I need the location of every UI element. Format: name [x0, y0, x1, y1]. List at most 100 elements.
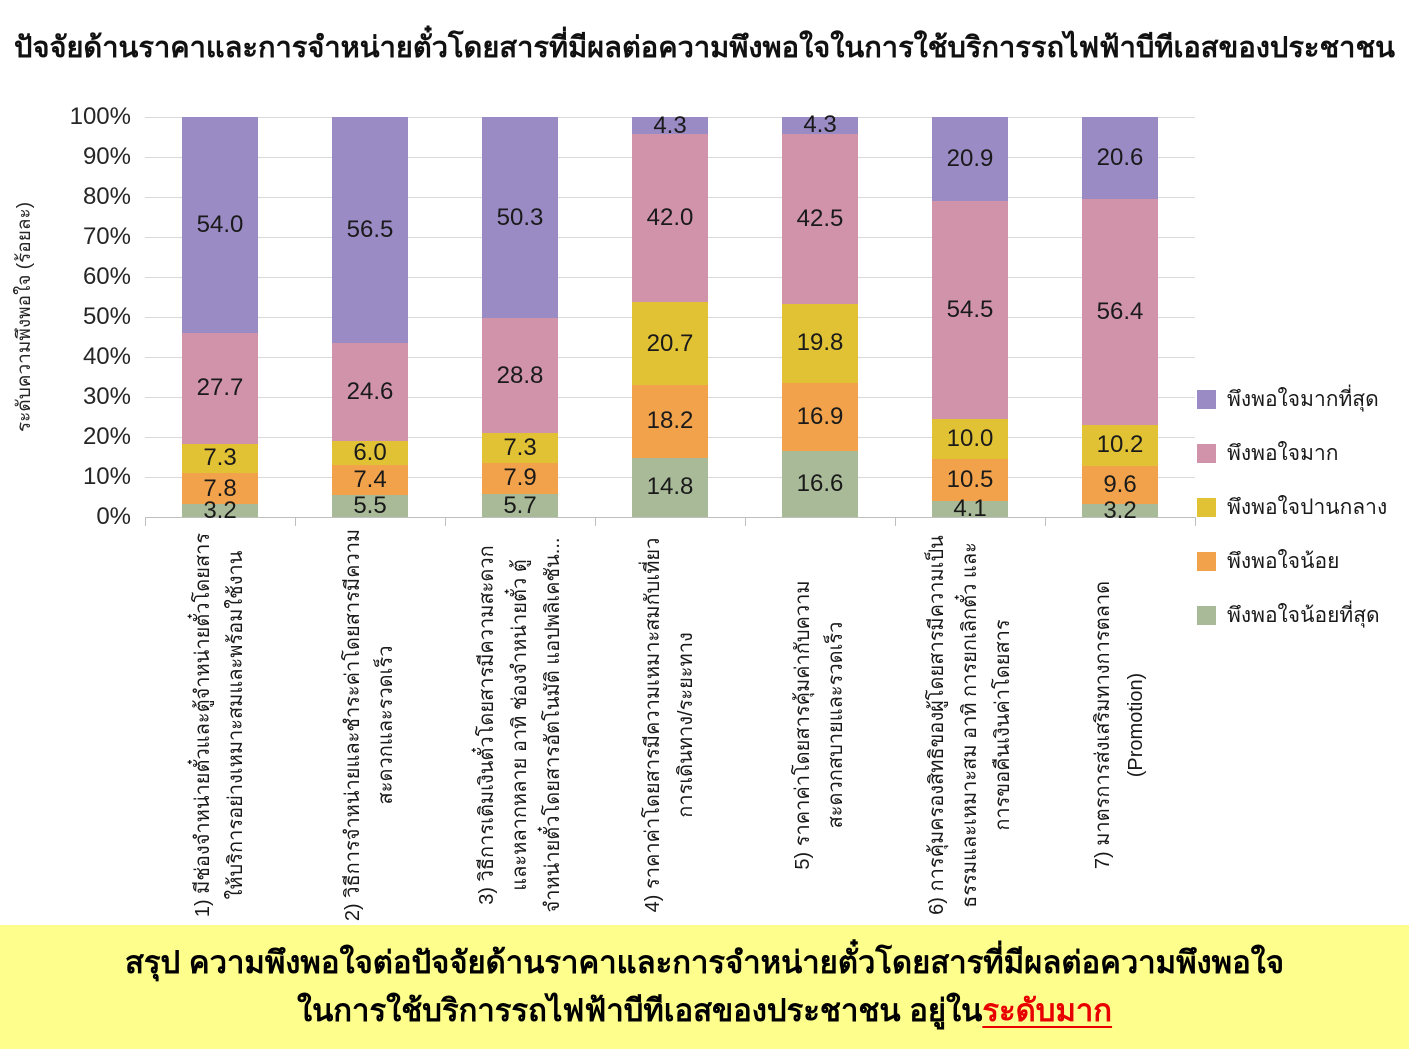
x-axis-tick — [595, 517, 596, 526]
y-axis-title: ระดับความพึงพอใจ (ร้อยละ) — [14, 201, 35, 433]
bar-segment: 5.7 — [482, 491, 558, 519]
legend-item: พึงพอใจมากที่สุด — [1197, 388, 1387, 411]
segment-value-label: 4.3 — [803, 111, 837, 139]
segment-value-label: 27.7 — [196, 374, 244, 402]
segment-value-label: 56.4 — [1096, 298, 1144, 326]
bar-segment: 4.1 — [932, 495, 1008, 522]
plot-area: 100% 90% 80% 70% 60% 50% 40% 30% 20% 10% 0% 3.2 7.8 7… — [70, 103, 1196, 921]
y-tick-label: 80% — [82, 183, 131, 210]
x-category-label-line: จำหน่ายตั๋วโดยสารอัตโนมัติ แอปพลิเคชัน..… — [541, 537, 564, 913]
segment-value-label: 6.0 — [353, 439, 387, 467]
bar-segment: 16.9 — [782, 383, 858, 451]
legend-item: พึงพอใจมาก — [1197, 442, 1387, 465]
x-category-label-line: การขอคืนเงินค่าโดยสาร — [991, 619, 1014, 831]
x-axis-tick — [145, 517, 146, 526]
segment-value-label: 7.4 — [353, 466, 387, 494]
segment-value-label: 5.7 — [503, 491, 537, 519]
y-tick-label: 90% — [82, 143, 131, 170]
x-category-label-line: 1) มีช่องจำหน่ายตั๋วและตู้จำหน่ายตั๋วโดย… — [192, 532, 214, 918]
x-category-label: 6) การคุ้มครองสิทธิของผู้โดยสารมีความเป็… — [895, 525, 1045, 925]
x-axis-tick — [745, 517, 746, 526]
x-category-label-line: และหลากหลาย อาทิ ช่องจำหน่ายตั๋ว ตู้ — [508, 559, 531, 891]
legend-item: พึงพอใจปานกลาง — [1197, 496, 1387, 519]
segment-value-label: 14.8 — [646, 473, 694, 501]
x-category-label: 7) มาตรการส่งเสริมทางการตลาด (Promotion) — [1045, 525, 1195, 925]
segment-value-label: 10.2 — [1096, 431, 1144, 459]
segment-value-label: 5.5 — [353, 492, 387, 519]
x-category-label-line: (Promotion) — [1125, 672, 1147, 778]
y-tick-label: 60% — [82, 263, 131, 290]
x-category-label-line: สะดวกและรวดเร็ว — [375, 645, 397, 805]
legend-label: พึงพอใจมาก — [1227, 442, 1339, 465]
segment-value-label: 54.5 — [946, 295, 994, 323]
bar-segment: 50.3 — [482, 117, 558, 319]
summary-line-2-prefix: ในการใช้บริการรถไฟฟ้าบีทีเอสของประชาชน อ… — [296, 993, 983, 1028]
x-category-label-line: 6) การคุ้มครองสิทธิของผู้โดยสารมีความเป็… — [925, 535, 948, 915]
bar-segment: 4.3 — [632, 112, 708, 139]
chart-title: ปัจจัยด้านราคาและการจำหน่ายตั๋วโดยสารที่… — [14, 32, 1395, 64]
segment-value-label: 10.5 — [946, 465, 994, 493]
summary-highlight: ระดับมาก — [982, 993, 1113, 1028]
x-category-label-line: 7) มาตรการส่งเสริมทางการตลาด — [1092, 580, 1114, 870]
segment-value-label: 10.0 — [946, 424, 994, 452]
bar-segment: 7.3 — [182, 443, 258, 474]
x-axis-line — [145, 517, 1195, 518]
bar-segment: 20.9 — [932, 117, 1008, 201]
x-axis-tick — [895, 517, 896, 526]
segment-value-label: 7.8 — [203, 474, 237, 502]
segment-value-label: 19.8 — [796, 329, 844, 357]
x-category-label-line: 5) ราคาค่าโดยสารคุ้มค่ากับความ — [792, 580, 814, 870]
x-category-label: 2) วิธีการจำหน่ายและชำระค่าโดยสารมีความ ส… — [295, 525, 445, 925]
segment-value-label: 16.9 — [796, 402, 844, 430]
segment-value-label: 20.7 — [646, 329, 694, 357]
y-tick-label: 0% — [96, 503, 131, 530]
y-tick-label: 100% — [69, 103, 131, 130]
bar-segment: 9.6 — [1082, 465, 1158, 505]
bar-5: 16.6 16.9 19.8 42.5 4.3 — [782, 111, 858, 517]
summary-line-2: ในการใช้บริการรถไฟฟ้าบีทีเอสของประชาชน อ… — [297, 993, 1112, 1029]
segment-value-label: 24.6 — [346, 378, 394, 406]
legend-swatch — [1197, 606, 1216, 625]
legend-label: พึงพอใจมากที่สุด — [1227, 388, 1379, 411]
bar-segment: 42.0 — [632, 134, 708, 303]
legend-swatch — [1197, 444, 1216, 463]
x-category-label: 5) ราคาค่าโดยสารคุ้มค่ากับความ สะดวกสบายแ… — [745, 525, 895, 925]
x-category-label-line: 2) วิธีการจำหน่ายและชำระค่าโดยสารมีความ — [342, 528, 364, 922]
legend-item: พึงพอใจน้อยที่สุด — [1197, 604, 1387, 627]
bar-segment: 3.2 — [182, 497, 258, 524]
x-axis-tick — [1195, 517, 1196, 526]
bar-segment: 7.3 — [482, 433, 558, 463]
bar-6: 4.1 10.5 10.0 54.5 20.9 — [932, 117, 1008, 522]
x-category-label: 1) มีช่องจำหน่ายตั๋วและตู้จำหน่ายตั๋วโดย… — [145, 525, 295, 925]
bar-segment: 7.8 — [182, 473, 258, 505]
bar-segment: 14.8 — [632, 457, 708, 517]
bar-segment: 20.6 — [1082, 117, 1158, 200]
bar-7: 3.2 9.6 10.2 56.4 20.6 — [1082, 117, 1158, 524]
bar-segment: 42.5 — [782, 133, 858, 304]
segment-value-label: 3.2 — [203, 496, 237, 524]
bar-segment: 24.6 — [332, 343, 408, 442]
legend-swatch — [1197, 390, 1216, 409]
y-tick-label: 10% — [82, 463, 131, 490]
bar-segment: 10.5 — [932, 458, 1008, 501]
segment-value-label: 7.9 — [503, 464, 537, 492]
bar-segment: 10.0 — [932, 418, 1008, 459]
x-category-label: 4) ราคาค่าโดยสารมีความเหมาะสมกับเที่ยว กา… — [595, 525, 745, 925]
legend: พึงพอใจมากที่สุดพึงพอใจมากพึงพอใจปานกลาง… — [1197, 388, 1387, 627]
summary-banner: สรุป ความพึงพอใจต่อปัจจัยด้านราคาและการจ… — [0, 925, 1409, 1049]
x-category-label-line: 4) ราคาค่าโดยสารมีความเหมาะสมกับเที่ยว — [642, 537, 664, 913]
legend-swatch — [1197, 498, 1216, 517]
y-tick-label: 40% — [82, 343, 131, 370]
y-tick-label: 50% — [82, 303, 131, 330]
bar-segment: 20.7 — [632, 302, 708, 386]
bar-segment: 56.4 — [1082, 199, 1158, 426]
bar-segment: 6.0 — [332, 439, 408, 467]
bar-2: 5.5 7.4 6.0 24.6 56.5 — [332, 117, 408, 519]
bar-segment: 54.5 — [932, 200, 1008, 419]
segment-value-label: 54.0 — [196, 211, 244, 239]
legend-label: พึงพอใจน้อย — [1227, 550, 1340, 573]
x-axis-tick — [295, 517, 296, 526]
legend-item: พึงพอใจน้อย — [1197, 550, 1387, 573]
bar-segment: 19.8 — [782, 303, 858, 384]
